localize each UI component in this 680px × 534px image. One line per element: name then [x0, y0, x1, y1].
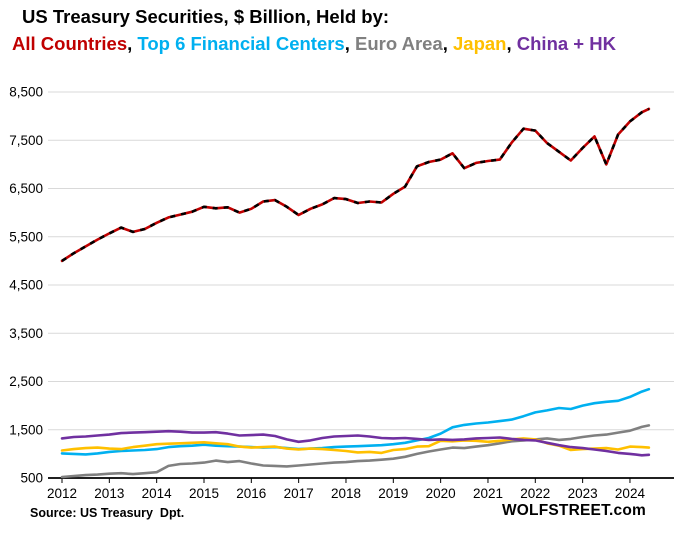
x-tick-label-2018: 2018: [331, 486, 361, 501]
wolfstreet-watermark: WOLFSTREET.com: [501, 502, 646, 519]
legend-separator: ,: [442, 33, 454, 54]
legend-separator: ,: [506, 33, 517, 54]
legend-entry-japan: Japan: [453, 33, 507, 54]
series-line-all-countries: [60, 107, 651, 263]
x-tick-label-2022: 2022: [520, 486, 550, 501]
chart-area: 500 1,500 2,500 3,500 4,500 5,500 6,500 7,500 8,…: [0, 66, 680, 506]
source-note: Source: US Treasury Dpt.: [30, 506, 185, 520]
x-tick-label-2024: 2024: [615, 486, 646, 501]
x-tick-label-2020: 2020: [426, 486, 456, 501]
x-tick-label-2016: 2016: [236, 486, 266, 501]
series-line-china-hk: [60, 429, 651, 457]
x-tick-label-2015: 2015: [189, 486, 219, 501]
x-tick-label-2014: 2014: [142, 486, 173, 501]
legend-entry-top-6-financial-centers: Top 6 Financial Centers: [137, 33, 345, 54]
y-tick-label-1500: 1,500: [9, 422, 43, 437]
y-tick-label-4500: 4,500: [9, 278, 43, 293]
legend-entry-euro-area: Euro Area: [355, 33, 443, 54]
legend-separator: ,: [127, 33, 138, 54]
chart-canvas: 500 1,500 2,500 3,500 4,500 5,500 6,500 7,500 8,…: [9, 85, 674, 501]
legend-entry-china-hk: China + HK: [516, 33, 616, 54]
chart-title: US Treasury Securities, $ Billion, Held …: [22, 6, 390, 27]
legend-line: All Countries, Top 6 Financial Centers, …: [12, 33, 616, 55]
x-tick-label-2023: 2023: [568, 486, 598, 501]
legend-separator: ,: [344, 33, 355, 54]
legend-entry-all-countries: All Countries: [12, 33, 128, 54]
x-tick-label-2013: 2013: [94, 486, 124, 501]
y-tick-label-8500: 8,500: [9, 85, 43, 100]
y-tick-label-2500: 2,500: [9, 374, 43, 389]
y-tick-label-3500: 3,500: [9, 326, 43, 341]
y-tick-label-500: 500: [20, 471, 43, 486]
series-line-all-countries-dash-overlay: [61, 107, 650, 262]
x-tick-label-2021: 2021: [473, 486, 503, 501]
x-tick-label-2012: 2012: [47, 486, 77, 501]
x-tick-label-2017: 2017: [284, 486, 314, 501]
series-line-euro-area: [60, 424, 651, 479]
series-line-top-6-financial-centers: [60, 387, 651, 456]
y-tick-label-7500: 7,500: [9, 133, 43, 148]
y-tick-label-5500: 5,500: [9, 229, 43, 244]
y-tick-label-6500: 6,500: [9, 181, 43, 196]
x-tick-label-2019: 2019: [378, 486, 408, 501]
